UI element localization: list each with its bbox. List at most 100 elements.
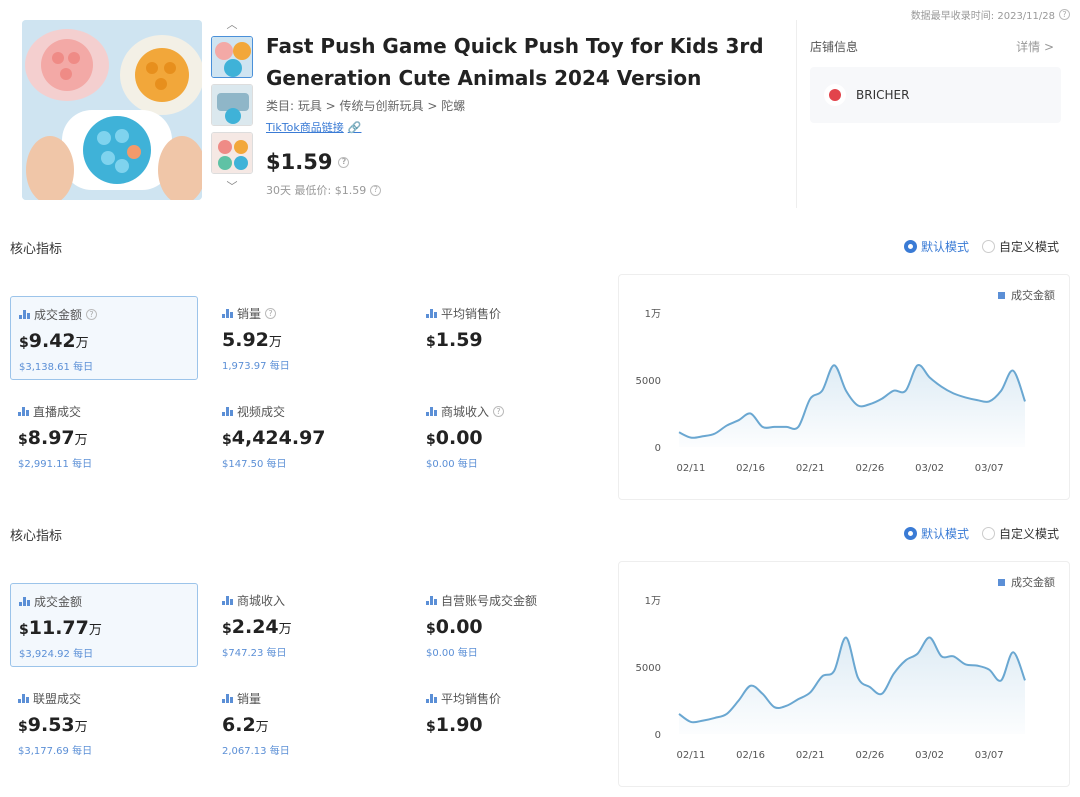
mode-default-radio[interactable]: 默认模式 [904, 238, 969, 255]
bar-chart-icon [19, 310, 30, 319]
metric-card[interactable]: 成交金额 $11.77万 $3,924.92 每日 [10, 583, 198, 667]
metric-daily: $3,177.69 每日 [18, 746, 93, 757]
metric-card[interactable]: 平均销售价 $1.59 [418, 296, 606, 380]
radio-icon [904, 527, 917, 540]
metric-label: 商城收入 [222, 592, 394, 609]
thumbnail-3[interactable] [211, 132, 253, 174]
thumbnail-1[interactable] [211, 36, 253, 78]
x-tick-label: 03/07 [975, 463, 1004, 474]
store-detail-link[interactable]: 详情 > [1016, 40, 1054, 54]
series-area [679, 364, 1025, 447]
metric-value: $11.77万 [19, 617, 102, 639]
bar-chart-icon [426, 694, 437, 703]
metric-card[interactable]: 直播成交 $8.97万 $2,991.11 每日 [10, 394, 198, 478]
thumbnail-2[interactable] [211, 84, 253, 126]
chart-legend[interactable]: 成交金额 [998, 574, 1055, 590]
metric-label: 视频成交 [222, 403, 394, 420]
core-metrics-section: 核心指标 默认模式 自定义模式 成交金额? $9.42万 $3,138.61 每… [0, 228, 1080, 508]
mode-default-radio[interactable]: 默认模式 [904, 525, 969, 542]
x-tick-label: 02/16 [736, 463, 765, 474]
metric-card[interactable]: 销量 6.2万 2,067.13 每日 [214, 681, 402, 765]
x-tick-label: 02/11 [677, 463, 706, 474]
radio-icon [904, 240, 917, 253]
thumbnail-up-button[interactable]: ︿ [210, 18, 254, 32]
x-tick-label: 02/26 [855, 463, 884, 474]
trend-chart: 成交金额 0 5000 1万 02/11 02/16 02/21 02/26 03/02 03/… [618, 561, 1070, 787]
store-name[interactable]: BRICHER [856, 88, 910, 102]
link-icon: 🔗 [347, 121, 362, 134]
help-icon[interactable]: ? [265, 308, 277, 319]
metric-label: 自营账号成交金额 [426, 592, 598, 609]
metric-card[interactable]: 视频成交 $4,424.97 $147.50 每日 [214, 394, 402, 478]
help-icon[interactable]: ? [370, 184, 382, 196]
x-tick-label: 03/07 [975, 750, 1004, 761]
metric-value: 6.2万 [222, 714, 269, 736]
chevron-up-icon: ︿ [226, 18, 238, 31]
metric-label: 平均销售价 [426, 305, 598, 322]
metric-card[interactable]: 联盟成交 $9.53万 $3,177.69 每日 [10, 681, 198, 765]
metric-label: 成交金额 [19, 593, 189, 610]
metric-daily: $2,991.11 每日 [18, 459, 93, 470]
y-tick-label: 5000 [636, 663, 661, 674]
section-title: 核心指标 [10, 529, 63, 544]
metric-value: $2.24万 [222, 616, 292, 638]
y-tick-label: 1万 [645, 309, 661, 320]
thumbnail-strip: ︿ ﹀ [210, 18, 254, 208]
metric-value: $0.00 [426, 427, 483, 449]
help-icon[interactable]: ? [1059, 9, 1070, 20]
product-title: Fast Push Game Quick Push Toy for Kids 3… [266, 34, 764, 90]
earliest-record-note: 数据最早收录时间: 2023/11/28 ? [911, 7, 1070, 22]
earliest-record-text: 数据最早收录时间: 2023/11/28 [910, 11, 1055, 22]
metric-card[interactable]: 成交金额? $9.42万 $3,138.61 每日 [10, 296, 198, 380]
metric-card[interactable]: 商城收入 $2.24万 $747.23 每日 [214, 583, 402, 667]
metric-daily: $147.50 每日 [222, 459, 287, 470]
help-icon[interactable]: ? [338, 156, 350, 168]
tiktok-link[interactable]: TikTok商品链接 🔗 [266, 119, 361, 135]
metric-value: 5.92万 [222, 329, 282, 351]
bar-chart-icon [222, 309, 233, 318]
bar-chart-icon [222, 407, 233, 416]
lowest-price-text: 30天 最低价: $1.59 [266, 184, 367, 197]
bar-chart-icon [222, 596, 233, 605]
metric-label: 直播成交 [18, 403, 190, 420]
metric-card[interactable]: 自营账号成交金额 $0.00 $0.00 每日 [418, 583, 606, 667]
x-tick-label: 02/21 [796, 750, 825, 761]
metric-label: 联盟成交 [18, 690, 190, 707]
bar-chart-icon [222, 694, 233, 703]
metric-card[interactable]: 销量? 5.92万 1,973.97 每日 [214, 296, 402, 380]
metric-value: $1.90 [426, 714, 483, 736]
help-icon[interactable]: ? [86, 309, 98, 320]
store-card[interactable]: BRICHER [810, 67, 1061, 123]
bar-chart-icon [426, 596, 437, 605]
thumbnail-down-button[interactable]: ﹀ [210, 180, 254, 194]
mode-custom-radio[interactable]: 自定义模式 [982, 238, 1059, 255]
series-area [679, 637, 1025, 734]
divider [796, 20, 797, 208]
tiktok-link-text[interactable]: TikTok商品链接 [266, 121, 344, 134]
radio-icon [982, 240, 995, 253]
chart-legend[interactable]: 成交金额 [998, 287, 1055, 303]
bar-chart-icon [426, 309, 437, 318]
metric-value: $9.42万 [19, 330, 89, 352]
metric-value: $4,424.97 [222, 427, 326, 449]
y-tick-label: 0 [655, 443, 661, 454]
metric-daily: $747.23 每日 [222, 648, 287, 659]
x-tick-label: 02/26 [855, 750, 884, 761]
series-line[interactable] [678, 364, 1026, 439]
product-category: 类目: 玩具 > 传统与创新玩具 > 陀螺 [266, 99, 466, 113]
product-main-image[interactable] [22, 20, 202, 200]
x-tick-label: 03/02 [915, 463, 944, 474]
core-metrics-section: 核心指标 默认模式 自定义模式 成交金额 $11.77万 $3,924.92 每… [0, 515, 1080, 795]
metric-daily: $0.00 每日 [426, 459, 478, 470]
help-icon[interactable]: ? [493, 406, 505, 417]
series-line[interactable] [678, 636, 1026, 724]
y-tick-label: 1万 [645, 596, 661, 607]
metric-label: 销量? [222, 305, 394, 322]
legend-swatch [998, 291, 1005, 299]
metric-daily: $0.00 每日 [426, 648, 478, 659]
metric-card[interactable]: 商城收入? $0.00 $0.00 每日 [418, 394, 606, 478]
mode-custom-radio[interactable]: 自定义模式 [982, 525, 1059, 542]
metric-card[interactable]: 平均销售价 $1.90 [418, 681, 606, 765]
metric-daily: 2,067.13 每日 [222, 746, 290, 757]
price-value: $1.59 [266, 150, 333, 174]
